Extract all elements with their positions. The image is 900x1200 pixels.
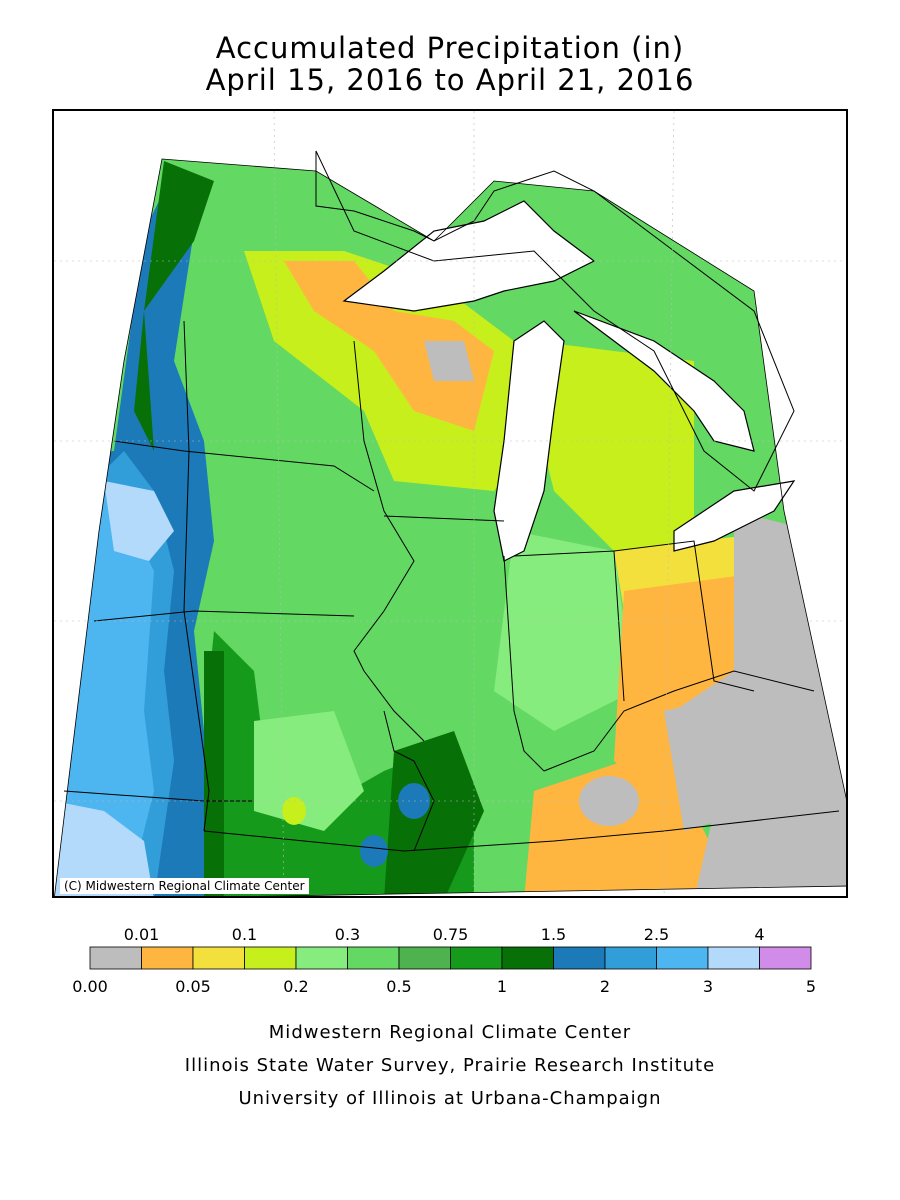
precipitation-legend: 0.01 0.1 0.3 0.75 1.5 2.5 4 0.00 0.05 0.2 0.5 1 2 3 5 [0,920,900,1000]
legend-swatch-7 [450,946,503,970]
map-domain-outline [54,158,846,896]
legend-lower-label: 0.05 [175,977,211,996]
legend-swatch-6 [398,946,451,970]
border-sd-nd [113,440,375,492]
legend-swatch-12 [707,946,760,970]
border-ky-tn [543,670,815,772]
legend-lower-label: 0.00 [72,977,108,996]
lake-superior [342,200,596,312]
legend-swatch-3 [244,946,297,970]
lake-erie [673,480,796,552]
credit-university: University of Illinois at Urbana-Champai… [238,1088,662,1109]
precip-spot-zero [579,776,639,826]
legend-swatch-10 [604,946,657,970]
legend-swatch-5 [347,946,400,970]
legend-upper-label: 0.3 [335,925,360,944]
credit-survey: Illinois State Water Survey, Prairie Res… [184,1055,716,1076]
legend-upper-label: 0.1 [232,925,257,944]
legend-swatch-1 [141,946,194,970]
border-missouri-east [383,710,435,852]
legend-upper-label: 1.5 [541,925,566,944]
legend-swatch-2 [192,946,245,970]
credit-org: Midwestern Regional Climate Center [268,1022,632,1043]
canada-landmass [315,150,795,492]
precip-band-1-1.5-north [134,161,214,451]
precip-spot-zero-north [424,341,474,381]
map-date-range: April 15, 2016 to April 21, 2016 [205,63,695,97]
precip-band-0.2-0.3-michigan [534,341,694,581]
legend-upper-label: 0.01 [124,925,160,944]
legend-swatch-9 [553,946,606,970]
legend-canvas: 0.01 0.1 0.3 0.75 1.5 2.5 4 0.00 0.05 0.2 0.5 1 2 3 5 [72,925,816,996]
lake-huron [573,310,755,452]
legend-lower-label: 3 [703,977,713,996]
legend-lower-label: 5 [806,977,816,996]
legend-lower-label: 0.5 [386,977,411,996]
precip-spot-0.2-0.3 [282,797,306,825]
canada-border [315,150,795,492]
precip-band-3-4-south [54,801,154,896]
legend-swatch-8 [501,946,554,970]
legend-swatch-4 [295,946,348,970]
graticule [54,111,846,896]
precip-band-1-1.5-west [204,651,224,896]
precipitation-map[interactable]: (C) Midwestern Regional Climate Center [52,109,848,898]
legend-swatch-13 [759,946,812,970]
legend-upper-label: 4 [754,925,764,944]
precip-spot-1.5-2-south [360,835,388,867]
map-canvas [54,111,846,896]
border-il-in [503,555,545,772]
state-borders [63,320,840,852]
legend-swatch-11 [656,946,709,970]
great-lakes [342,200,796,562]
border-dakota-minnesota [183,320,210,832]
legend-lower-label: 1 [497,977,507,996]
precip-band-0.3-0.5-east [494,531,634,731]
border-wi-il [383,515,505,522]
border-ne-sd [93,610,355,622]
precip-band-3-4-north [104,481,174,561]
precip-band-0.01-0.05-south [524,751,734,896]
legend-upper-label: 2.5 [644,925,669,944]
border-oh-pa [613,540,755,692]
legend-lower-label: 2 [600,977,610,996]
map-title: Accumulated Precipitation (in) [215,31,685,65]
precip-band-0.01-0.05-north [284,261,494,431]
legend-upper-label: 0.75 [433,925,469,944]
precip-band-1-1.5-central [384,731,484,896]
legend-lower-label: 0.2 [283,977,308,996]
border-mo-ar [203,810,840,852]
border-ia-il [353,340,425,742]
legend-swatch-0 [89,946,142,970]
precip-band-zero-southeast [664,691,754,831]
map-copyright: (C) Midwestern Regional Climate Center [60,878,309,894]
